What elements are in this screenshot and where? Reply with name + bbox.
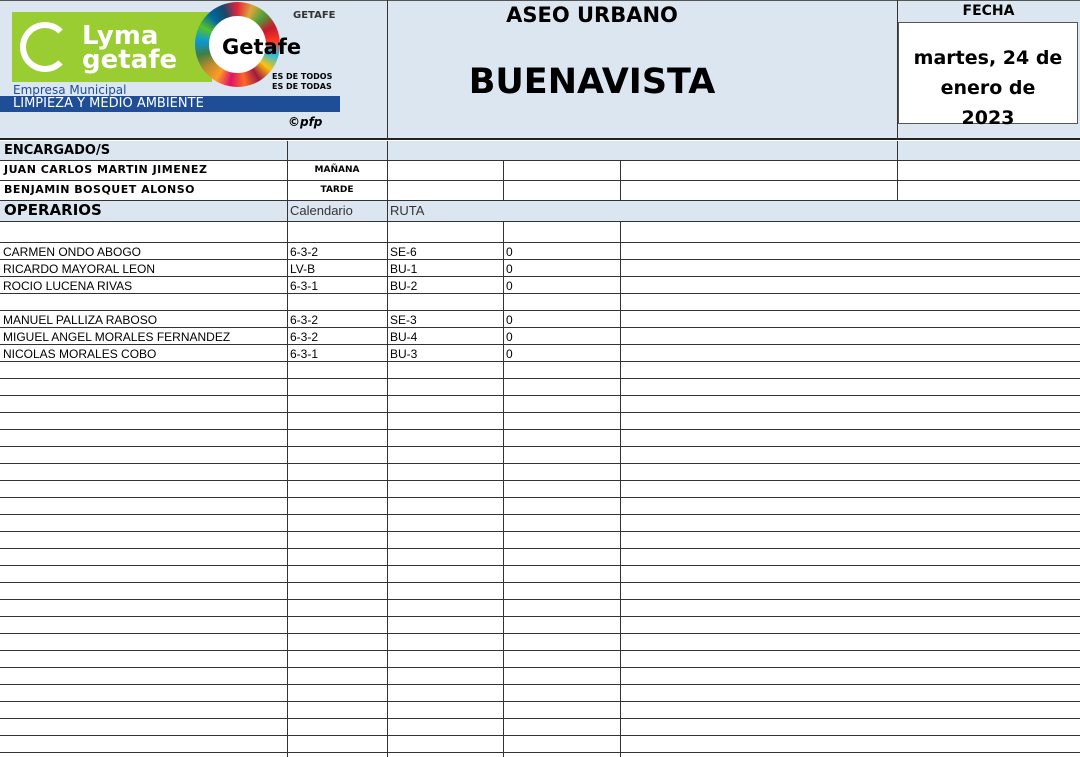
row-line <box>0 752 1080 753</box>
fecha-label: FECHA <box>962 3 1015 19</box>
ods-wheel <box>195 2 280 87</box>
operario-name[interactable]: MIGUEL ANGEL MORALES FERNANDEZ <box>3 330 231 344</box>
column-line <box>287 141 288 757</box>
encargado-name: BENJAMIN BOSQUET ALONSO <box>4 183 196 196</box>
row-line <box>0 276 1080 277</box>
row-line <box>0 361 1080 362</box>
ayuntamiento-label: GETAFE <box>293 10 336 21</box>
row-line <box>0 599 1080 600</box>
operario-name[interactable]: MANUEL PALLIZA RABOSO <box>3 313 158 327</box>
row-line <box>0 344 1080 345</box>
row-line <box>0 160 1080 161</box>
operario-value[interactable]: 0 <box>506 330 513 344</box>
encargado-turno: MAÑANA <box>314 165 360 175</box>
column-line <box>897 141 898 200</box>
row-line <box>0 429 1080 430</box>
page-title: ASEO URBANO <box>506 3 678 27</box>
copyright: ©pfp <box>288 115 323 129</box>
operario-calendario[interactable]: 6-3-2 <box>290 330 319 344</box>
ruta-header: RUTA <box>390 203 425 218</box>
operario-value[interactable]: 0 <box>506 245 513 259</box>
calendario-header: Calendario <box>290 203 353 218</box>
row-line <box>0 259 1080 260</box>
row-line <box>0 327 1080 328</box>
operario-name[interactable]: NICOLAS MORALES COBO <box>3 347 157 361</box>
row-line <box>0 735 1080 736</box>
row-line <box>0 616 1080 617</box>
row-line <box>0 565 1080 566</box>
row-line <box>0 293 1080 294</box>
location-title: BUENAVISTA <box>468 62 716 102</box>
operario-name[interactable]: CARMEN ONDO ABOGO <box>3 245 142 259</box>
empresa-municipal: Empresa Municipal <box>13 83 127 97</box>
operario-ruta[interactable]: BU-4 <box>390 330 418 344</box>
row-line <box>0 701 1080 702</box>
operario-calendario[interactable]: 6-3-1 <box>290 279 319 293</box>
row-line <box>0 582 1080 583</box>
row-line <box>0 180 1080 181</box>
row-line <box>0 200 1080 201</box>
row-line <box>0 548 1080 549</box>
encargado-name: JUAN CARLOS MARTIN JIMENEZ <box>4 163 208 176</box>
operario-ruta[interactable]: SE-3 <box>390 313 417 327</box>
lyma-logo: Lyma getafe <box>12 12 212 82</box>
operario-ruta[interactable]: SE-6 <box>390 245 417 259</box>
encargados-label: ENCARGADO/S <box>4 143 111 158</box>
operario-ruta[interactable]: BU-2 <box>390 279 418 293</box>
operario-value[interactable]: 0 <box>506 347 513 361</box>
row-line <box>0 684 1080 685</box>
column-line <box>620 160 621 200</box>
row-line <box>0 667 1080 668</box>
operario-calendario[interactable]: 6-3-2 <box>290 245 319 259</box>
column-line <box>620 221 621 757</box>
fecha-value[interactable]: martes, 24 de enero de 2023 <box>898 22 1078 129</box>
row-line <box>0 395 1080 396</box>
row-line <box>0 497 1080 498</box>
row-line <box>0 242 1080 243</box>
limpieza-banner: LIMPIEZA Y MEDIO AMBIENTE <box>0 96 340 112</box>
row-line <box>0 650 1080 651</box>
operario-name[interactable]: ROCIO LUCENA RIVAS <box>3 279 133 293</box>
column-line <box>503 221 504 757</box>
row-line <box>0 221 1080 222</box>
row-line <box>0 514 1080 515</box>
operario-ruta[interactable]: BU-1 <box>390 262 418 276</box>
operario-calendario[interactable]: LV-B <box>290 262 316 276</box>
operario-name[interactable]: RICARDO MAYORAL LEON <box>3 262 156 276</box>
operario-calendario[interactable]: 6-3-1 <box>290 347 319 361</box>
getafe-logo: Getafe <box>222 35 302 59</box>
column-line <box>387 141 388 757</box>
row-line <box>0 531 1080 532</box>
operario-value[interactable]: 0 <box>506 262 513 276</box>
row-line <box>0 412 1080 413</box>
column-line <box>503 160 504 200</box>
swirl-icon <box>20 22 70 72</box>
row-line <box>0 446 1080 447</box>
row-line <box>0 463 1080 464</box>
row-line <box>0 310 1080 311</box>
encargado-turno: TARDE <box>320 185 354 195</box>
row-line <box>0 480 1080 481</box>
row-line <box>0 633 1080 634</box>
slogan-line1: ES DE TODOS <box>272 72 333 81</box>
operarios-header-row <box>0 200 1080 221</box>
operario-calendario[interactable]: 6-3-2 <box>290 313 319 327</box>
lyma-text: Lyma getafe <box>82 21 178 75</box>
row-line <box>0 378 1080 379</box>
encargados-header-row <box>0 141 1080 160</box>
operario-value[interactable]: 0 <box>506 279 513 293</box>
operario-value[interactable]: 0 <box>506 313 513 327</box>
row-line <box>0 718 1080 719</box>
operario-ruta[interactable]: BU-3 <box>390 347 418 361</box>
operarios-label: OPERARIOS <box>4 201 102 219</box>
slogan-line2: ES DE TODAS <box>272 82 332 91</box>
